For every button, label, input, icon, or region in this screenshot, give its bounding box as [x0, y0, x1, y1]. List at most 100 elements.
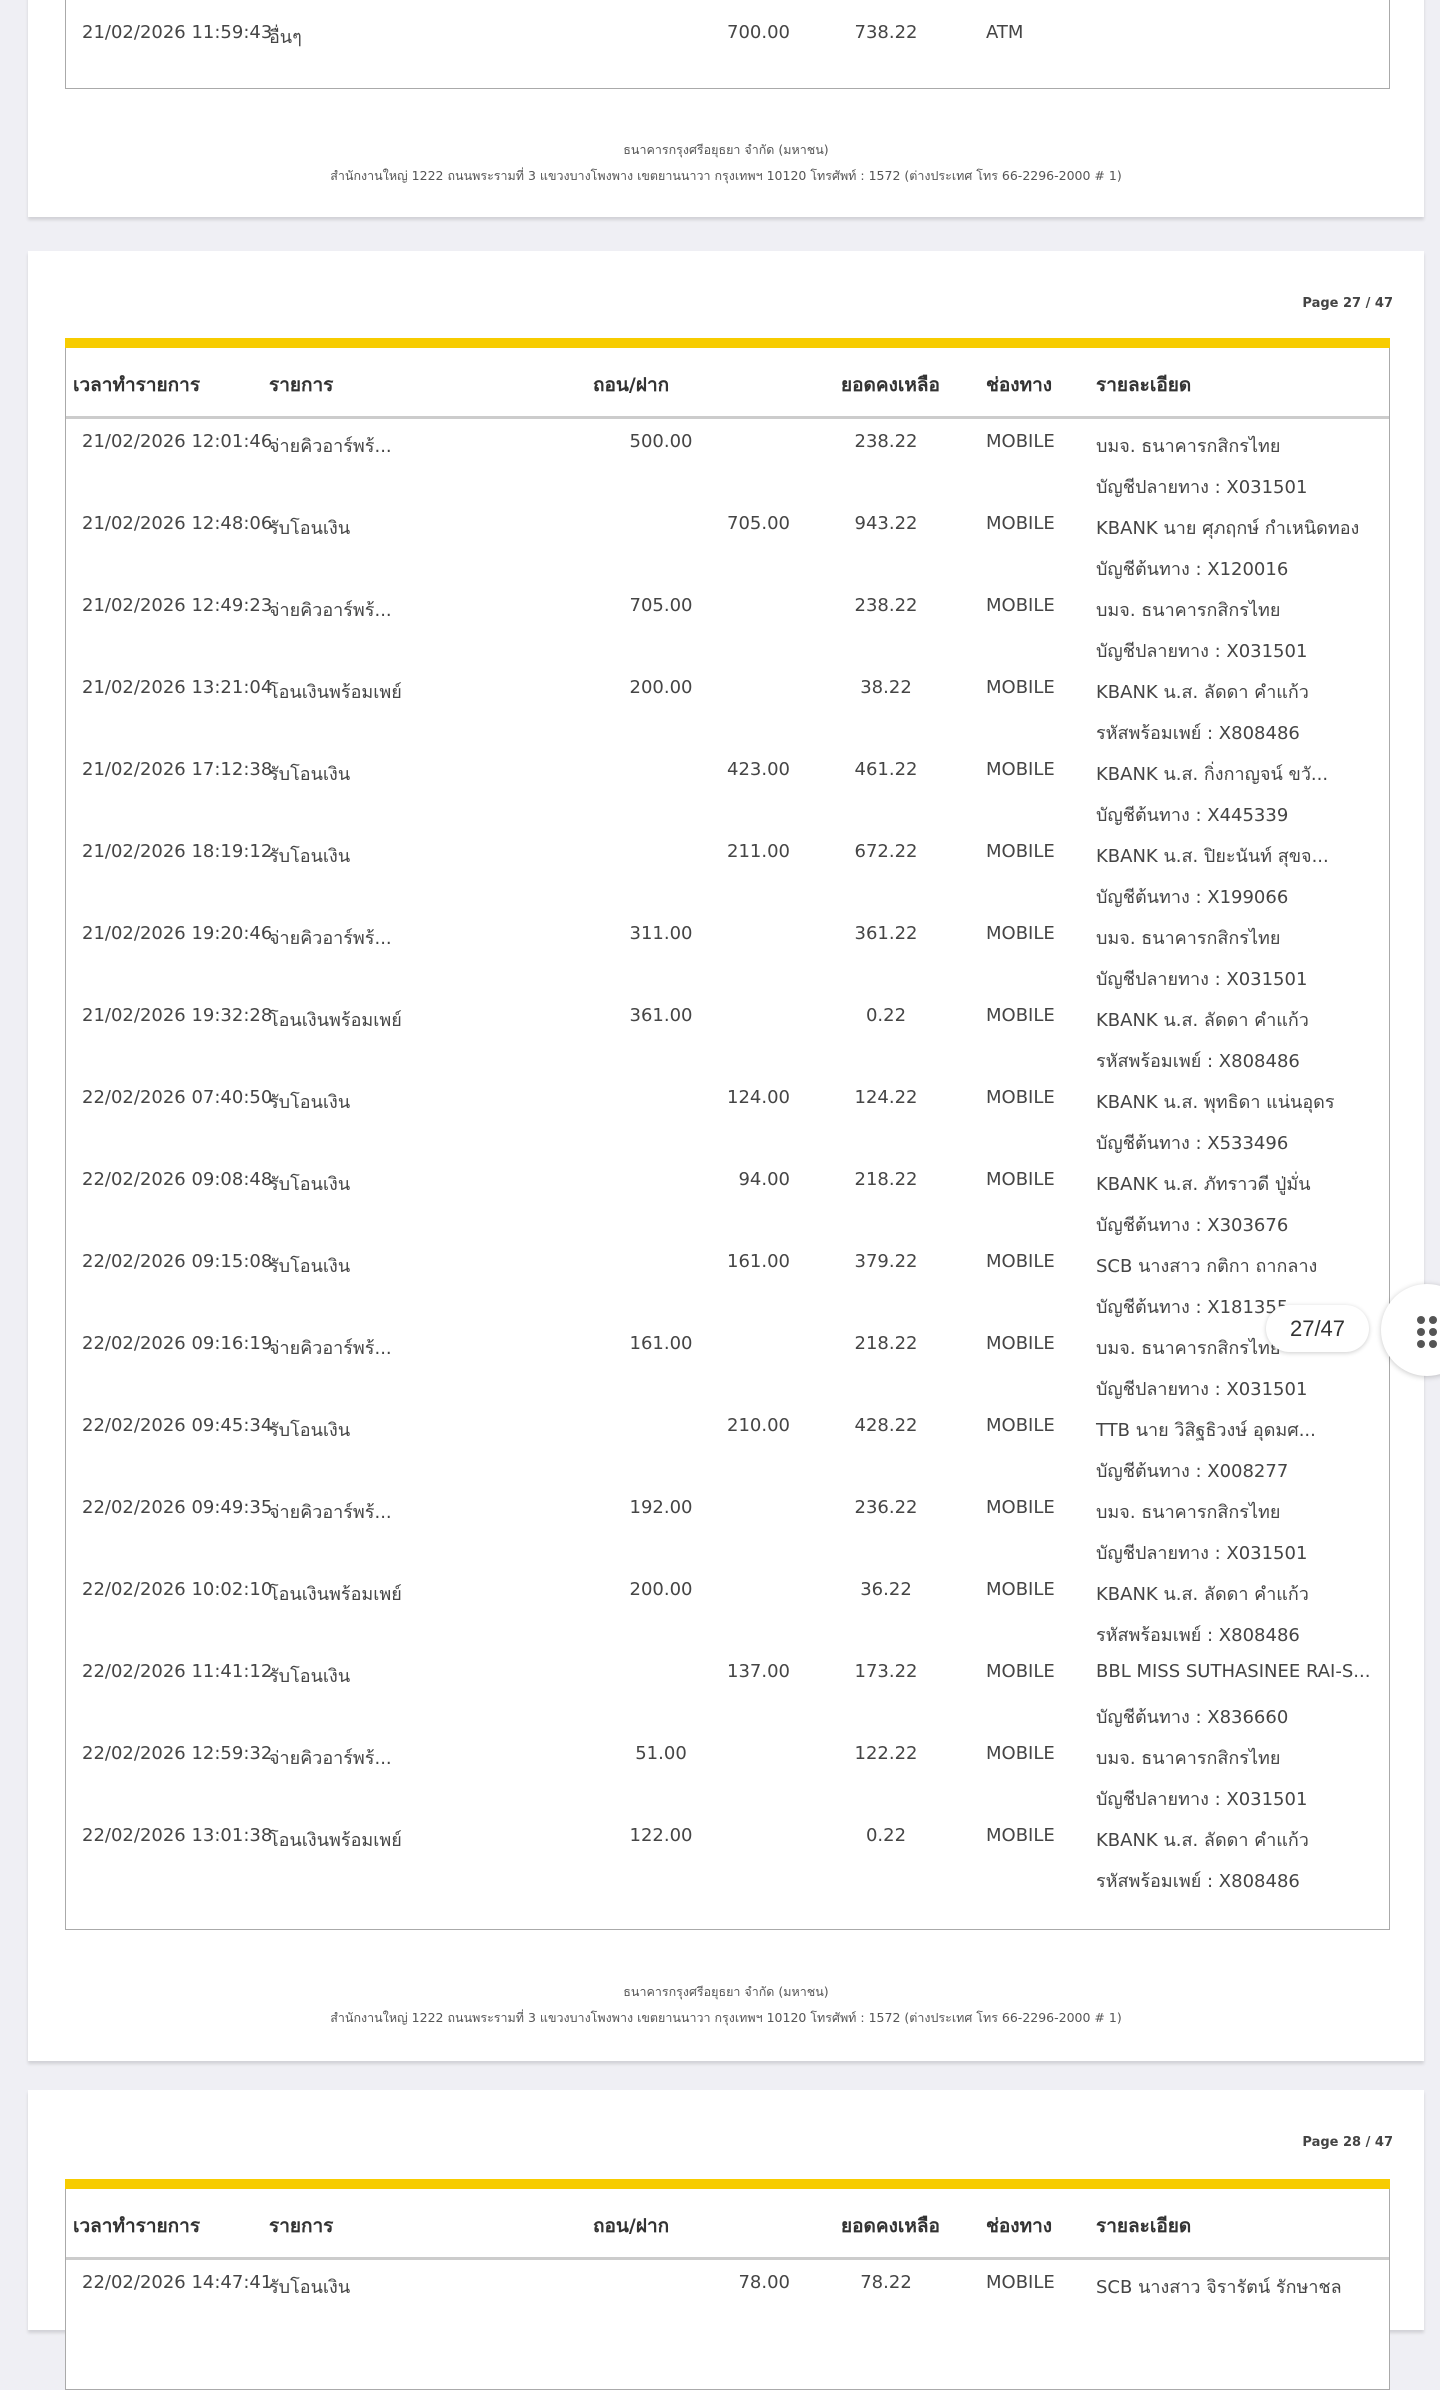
- table-row: 22/02/2026 14:47:41 รับโอนเงิน 78.00 78.22 M…: [66, 2260, 1389, 2342]
- cell-detail-account: บัญชีต้นทาง : X181355: [1096, 1297, 1289, 1318]
- cell-detail-account: บัญชีปลายทาง : X031501: [1096, 477, 1308, 498]
- cell-description: รับโอนเงิน: [269, 846, 351, 867]
- cell-channel: MOBILE: [986, 923, 1055, 944]
- cell-description: จ่ายคิวอาร์พร้...: [269, 600, 392, 621]
- header-description: รายการ: [269, 2215, 334, 2237]
- cell-withdraw: 192.00: [629, 1497, 693, 1518]
- cell-description: รับโอนเงิน: [269, 518, 351, 539]
- cell-withdraw: 161.00: [629, 1333, 693, 1354]
- cell-description: จ่ายคิวอาร์พร้...: [269, 436, 392, 457]
- statement-page-28: Page 28 / 47 เวลาทำรายการ รายการ ถอน/ฝาก ยอ…: [28, 2090, 1424, 2390]
- cell-description: อื่นๆ: [269, 27, 302, 48]
- cell-balance: 218.22: [854, 1333, 918, 1354]
- cell-balance: 943.22: [854, 513, 918, 534]
- table-row: 22/02/2026 10:02:10 โอนเงินพร้อมเพย์ 200.0…: [66, 1567, 1389, 1649]
- cell-detail-counterparty: บมจ. ธนาคารกสิกรไทย: [1096, 600, 1281, 621]
- header-detail: รายละเอียด: [1096, 374, 1192, 396]
- cell-balance: 38.22: [860, 677, 912, 698]
- cell-channel: MOBILE: [986, 1661, 1055, 1682]
- table-row: 21/02/2026 12:48:06 รับโอนเงิน 705.00 943.2…: [66, 501, 1389, 583]
- cell-detail-counterparty: KBANK น.ส. ลัดดา คำแก้ว: [1096, 682, 1309, 703]
- cell-balance: 0.22: [865, 1005, 907, 1026]
- header-withdraw-deposit: ถอน/ฝาก: [593, 2215, 670, 2237]
- cell-deposit: 124.00: [727, 1087, 790, 1108]
- table-row: 22/02/2026 09:08:48 รับโอนเงิน 94.00 218.22…: [66, 1157, 1389, 1239]
- cell-description: โอนเงินพร้อมเพย์: [269, 1584, 402, 1605]
- table-row: 21/02/2026 12:01:46 จ่ายคิวอาร์พร้... 500.…: [66, 419, 1389, 501]
- cell-detail-account: บัญชีต้นทาง : X199066: [1096, 887, 1289, 908]
- header-channel: ช่องทาง: [986, 374, 1053, 396]
- cell-balance: 36.22: [860, 1579, 912, 1600]
- cell-detail-counterparty: KBANK น.ส. ภัทราวดี ปู่มั่น: [1096, 1174, 1311, 1195]
- cell-detail-account: บัญชีต้นทาง : X008277: [1096, 1461, 1289, 1482]
- cell-datetime: 22/02/2026 09:15:08: [82, 1251, 273, 1272]
- cell-datetime: 22/02/2026 07:40:50: [82, 1087, 273, 1108]
- transaction-table: 21/02/2026 11:59:43 อื่นๆ 700.00 738.22 ATM: [65, 0, 1390, 89]
- cell-deposit: 423.00: [727, 759, 790, 780]
- cell-withdraw: 500.00: [629, 431, 693, 452]
- table-header: เวลาทำรายการ รายการ ถอน/ฝาก ยอดคงเหลือ ช่องท…: [66, 2189, 1389, 2260]
- page-number: Page 27 / 47: [1302, 296, 1393, 311]
- cell-datetime: 22/02/2026 11:41:12: [82, 1661, 273, 1682]
- cell-balance: 218.22: [854, 1169, 918, 1190]
- cell-detail-counterparty: บมจ. ธนาคารกสิกรไทย: [1096, 436, 1281, 457]
- cell-datetime: 21/02/2026 11:59:43: [82, 22, 273, 43]
- cell-detail-counterparty: SCB นางสาว กติกา ถากลาง: [1096, 1256, 1318, 1277]
- cell-detail-account: รหัสพร้อมเพย์ : X808486: [1096, 1625, 1300, 1646]
- cell-detail-counterparty: BBL MISS SUTHASINEE RAI-S...: [1096, 1661, 1371, 1682]
- cell-withdraw: 200.00: [629, 1579, 693, 1600]
- table-row: 21/02/2026 13:21:04 โอนเงินพร้อมเพย์ 200.0…: [66, 665, 1389, 747]
- cell-deposit: 705.00: [727, 513, 790, 534]
- header-datetime: เวลาทำรายการ: [73, 374, 201, 396]
- cell-description: รับโอนเงิน: [269, 1666, 351, 1687]
- cell-datetime: 22/02/2026 12:59:32: [82, 1743, 273, 1764]
- statement-page-26: 21/02/2026 11:59:43 อื่นๆ 700.00 738.22 ATM …: [28, 0, 1424, 217]
- cell-description: รับโอนเงิน: [269, 1092, 351, 1113]
- cell-detail-counterparty: TTB นาย วิสิฐธิวงษ์ อุดมศ...: [1096, 1420, 1316, 1441]
- cell-detail-counterparty: บมจ. ธนาคารกสิกรไทย: [1096, 1502, 1281, 1523]
- cell-datetime: 22/02/2026 09:08:48: [82, 1169, 273, 1190]
- cell-datetime: 21/02/2026 12:01:46: [82, 431, 273, 452]
- table-row: 21/02/2026 17:12:38 รับโอนเงิน 423.00 461.2…: [66, 747, 1389, 829]
- cell-balance: 238.22: [854, 595, 918, 616]
- header-accent-bar: [65, 2179, 1390, 2189]
- cell-balance: 0.22: [865, 1825, 907, 1846]
- table-row: 22/02/2026 09:45:34 รับโอนเงิน 210.00 428.2…: [66, 1403, 1389, 1485]
- header-description: รายการ: [269, 374, 334, 396]
- table-row: 22/02/2026 11:41:12 รับโอนเงิน 137.00 173.2…: [66, 1649, 1389, 1731]
- cell-datetime: 22/02/2026 10:02:10: [82, 1579, 273, 1600]
- table-row: 21/02/2026 19:32:28 โอนเงินพร้อมเพย์ 361.0…: [66, 993, 1389, 1075]
- cell-detail-account: บัญชีปลายทาง : X031501: [1096, 969, 1308, 990]
- cell-channel: MOBILE: [986, 1743, 1055, 1764]
- cell-channel: MOBILE: [986, 595, 1055, 616]
- cell-datetime: 21/02/2026 18:19:12: [82, 841, 273, 862]
- cell-withdraw: 51.00: [635, 1743, 687, 1764]
- cell-balance: 379.22: [854, 1251, 918, 1272]
- cell-detail-account: รหัสพร้อมเพย์ : X808486: [1096, 723, 1300, 744]
- header-datetime: เวลาทำรายการ: [73, 2215, 201, 2237]
- cell-description: โอนเงินพร้อมเพย์: [269, 1010, 402, 1031]
- cell-balance: 238.22: [854, 431, 918, 452]
- cell-channel: MOBILE: [986, 1579, 1055, 1600]
- cell-balance: 428.22: [854, 1415, 918, 1436]
- cell-detail-counterparty: SCB นางสาว จิรารัตน์ รักษาชล: [1096, 2277, 1342, 2298]
- cell-channel: MOBILE: [986, 2272, 1055, 2293]
- cell-deposit: 211.00: [727, 841, 790, 862]
- cell-detail-account: บัญชีต้นทาง : X533496: [1096, 1133, 1289, 1154]
- cell-datetime: 22/02/2026 14:47:41: [82, 2272, 273, 2293]
- cell-withdraw: 122.00: [629, 1825, 693, 1846]
- cell-balance: 361.22: [854, 923, 918, 944]
- cell-balance: 236.22: [854, 1497, 918, 1518]
- cell-description: จ่ายคิวอาร์พร้...: [269, 928, 392, 949]
- cell-detail-account: รหัสพร้อมเพย์ : X808486: [1096, 1051, 1300, 1072]
- cell-channel: MOBILE: [986, 1825, 1055, 1846]
- transaction-table: เวลาทำรายการ รายการ ถอน/ฝาก ยอดคงเหลือ ช่องท…: [65, 2189, 1390, 2390]
- cell-datetime: 21/02/2026 12:49:23: [82, 595, 273, 616]
- cell-datetime: 21/02/2026 19:32:28: [82, 1005, 273, 1026]
- cell-description: รับโอนเงิน: [269, 2277, 351, 2298]
- cell-datetime: 21/02/2026 17:12:38: [82, 759, 273, 780]
- cell-channel: MOBILE: [986, 1251, 1055, 1272]
- table-row: 21/02/2026 11:59:43 อื่นๆ 700.00 738.22 ATM: [66, 10, 1389, 92]
- table-row: 22/02/2026 09:15:08 รับโอนเงิน 161.00 379.2…: [66, 1239, 1389, 1321]
- header-balance: ยอดคงเหลือ: [841, 374, 940, 396]
